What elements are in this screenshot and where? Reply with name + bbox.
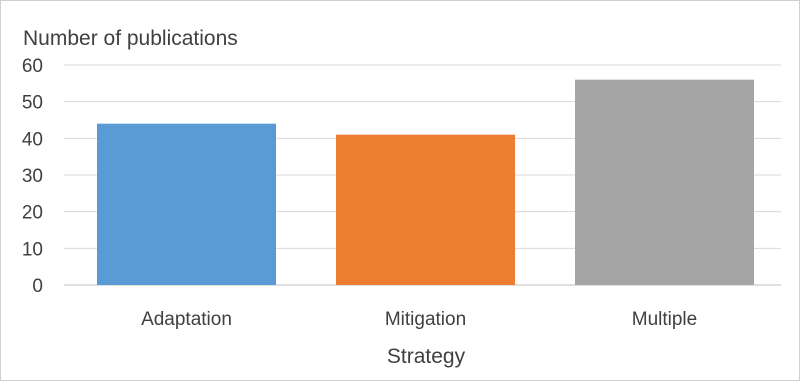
y-tick-label: 10 (22, 239, 43, 260)
x-category-label: Adaptation (141, 309, 232, 330)
y-tick-labels: 0 10 20 30 40 50 60 (22, 56, 43, 297)
y-tick-label: 0 (32, 276, 43, 297)
x-axis-title: Strategy (387, 345, 466, 368)
bar-mitigation (336, 134, 515, 285)
y-tick-label: 40 (22, 129, 43, 150)
bars (97, 79, 754, 286)
y-tick-label: 30 (22, 166, 43, 187)
bar-multiple (575, 79, 754, 286)
y-tick-label: 20 (22, 203, 43, 224)
x-category-labels: Adaptation Mitigation Multiple (141, 309, 697, 330)
y-axis-title: Number of publications (23, 27, 238, 50)
y-tick-label: 60 (22, 56, 43, 77)
y-tick-label: 50 (22, 93, 43, 114)
x-category-label: Multiple (632, 309, 697, 330)
bar-adaptation (97, 123, 276, 286)
x-category-label: Mitigation (385, 309, 466, 330)
